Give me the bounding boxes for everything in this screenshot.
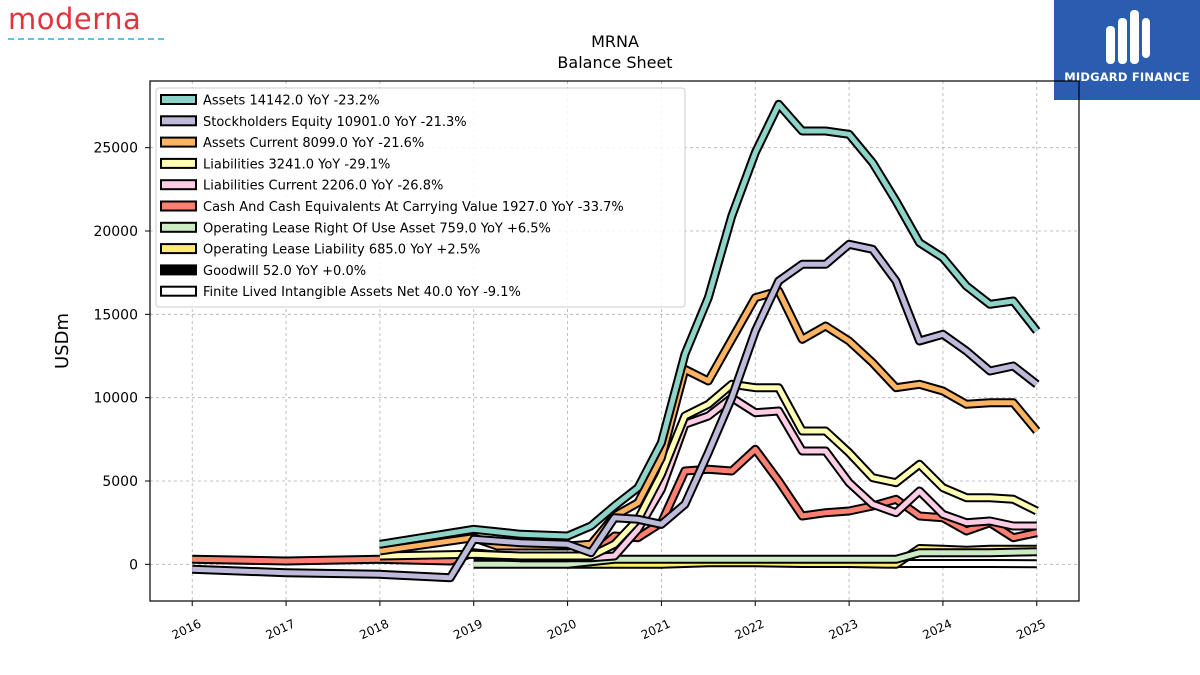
x-tick-label: 2017	[264, 617, 298, 643]
legend-label: Cash And Cash Equivalents At Carrying Va…	[203, 200, 624, 215]
x-tick-label: 2025	[1014, 617, 1048, 643]
x-tick-label: 2024	[920, 617, 954, 643]
y-tick-label: 15000	[93, 307, 138, 323]
y-tick-label: 20000	[93, 224, 138, 240]
legend-label: Operating Lease Right Of Use Asset 759.0…	[203, 221, 551, 236]
chart-subtitle: Balance Sheet	[557, 53, 672, 72]
legend-swatch	[160, 115, 197, 127]
series-line-operating-lease-right-of-use-asset	[473, 549, 1037, 567]
moderna-logo-text: moderna	[8, 2, 142, 36]
x-tick-label: 2016	[170, 617, 204, 643]
x-tick-label: 2022	[733, 617, 767, 643]
midgard-finance-logo: MIDGARD FINANCE	[1054, 0, 1200, 100]
legend-swatch	[160, 136, 197, 148]
y-tick-label: 5000	[102, 474, 138, 490]
midgard-logo-text: MIDGARD FINANCE	[1064, 70, 1190, 84]
series-line-stockholders-equity	[192, 241, 1039, 581]
x-tick-label: 2018	[357, 617, 391, 643]
moderna-logo-underline	[8, 38, 164, 40]
legend-swatch	[160, 264, 197, 276]
legend-label: Assets 14142.0 YoY -23.2%	[203, 94, 380, 109]
x-tick-label: 2023	[827, 617, 861, 643]
legend-swatch	[160, 243, 197, 255]
legend-swatch	[160, 200, 197, 212]
plot-frame	[149, 80, 1080, 602]
midgard-emblem-icon	[1106, 10, 1150, 64]
series-line-assets	[379, 101, 1039, 547]
series-line-liabilities-current	[473, 395, 1037, 561]
legend-label: Goodwill 52.0 YoY +0.0%	[203, 264, 366, 279]
legend-label: Stockholders Equity 10901.0 YoY -21.3%	[203, 115, 467, 130]
y-axis-label: USDm	[52, 313, 73, 369]
legend: Assets 14142.0 YoY -23.2% Stockholders Eq…	[155, 87, 686, 308]
series-layer	[192, 99, 1041, 583]
legend-swatch	[160, 221, 197, 233]
legend-swatch	[160, 94, 197, 105]
y-tick-label: 0	[129, 557, 138, 573]
x-tick-label: 2019	[451, 617, 485, 643]
legend-swatch	[160, 157, 197, 169]
legend-label: Assets Current 8099.0 YoY -21.6%	[203, 136, 424, 151]
x-tick-label: 2021	[639, 617, 673, 643]
x-tick-label: 2020	[545, 617, 579, 643]
legend-swatch	[160, 179, 197, 191]
legend-swatch	[160, 285, 197, 297]
chart-title: MRNA	[591, 32, 639, 51]
moderna-logo: moderna	[8, 2, 178, 46]
legend-box	[155, 87, 686, 308]
legend-label: Finite Lived Intangible Assets Net 40.0 …	[203, 285, 521, 300]
legend-label: Operating Lease Liability 685.0 YoY +2.5…	[203, 243, 480, 258]
legend-label: Liabilities Current 2206.0 YoY -26.8%	[203, 179, 443, 194]
y-tick-label: 10000	[93, 391, 138, 407]
legend-label: Liabilities 3241.0 YoY -29.1%	[203, 157, 390, 172]
y-tick-label: 25000	[93, 141, 138, 157]
